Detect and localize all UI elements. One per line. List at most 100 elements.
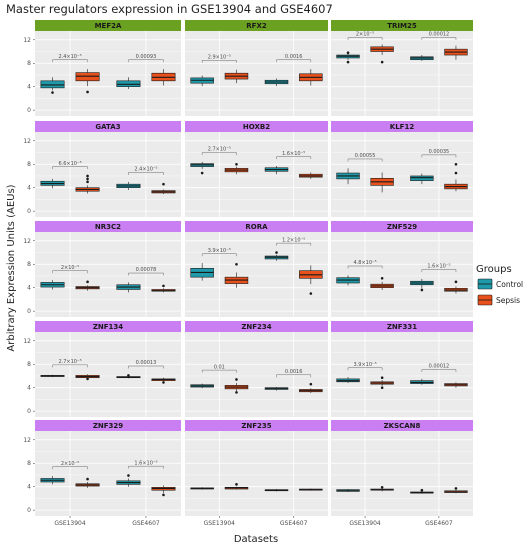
box-gse4607-control: [264, 251, 289, 261]
box-gse13904-control: [336, 51, 360, 64]
box-gse13904-control: [40, 77, 65, 94]
pvalue-label: 0.0016: [285, 54, 303, 60]
outlier-point: [346, 51, 350, 54]
y-tick-label: 8: [27, 361, 31, 368]
y-tick-label: 12: [23, 138, 31, 145]
chart-title: Master regulators expression in GSE13904…: [6, 2, 333, 16]
y-tick-label: 12: [23, 238, 31, 245]
outlier-point: [454, 162, 458, 166]
pvalue-bracket: [276, 59, 312, 63]
panel-znf529: ZNF529 4.8×10⁻⁵ 1.6×10⁻⁵: [331, 221, 473, 317]
box-gse13904-sepsis: [75, 477, 100, 488]
box-body: [40, 80, 65, 89]
panel-strip-label: RFX2: [246, 22, 267, 30]
panel-background: [331, 232, 473, 317]
box-gse13904-control: [190, 263, 214, 281]
y-tick-label: 12: [23, 338, 31, 345]
pvalue-label: 0.00013: [136, 360, 157, 366]
box-gse4607-control: [264, 166, 289, 175]
outlier-point: [454, 280, 458, 284]
pvalue-bracket: [421, 269, 457, 273]
panel-strip: [185, 420, 328, 431]
x-tick-label: GSE13904: [54, 520, 86, 527]
pvalue-bracket: [421, 369, 457, 373]
box-gse13904-control: [40, 178, 65, 189]
pvalue-label: 0.00078: [136, 267, 157, 273]
panel-hoxb2: HOXB2 2.7×10⁻⁵ 1.6×10⁻⁵: [185, 121, 328, 217]
outlier-point: [51, 91, 54, 94]
box-gse13904-sepsis: [224, 378, 249, 394]
panel-strip-label: ZKSCAN8: [384, 422, 421, 430]
outlier-point: [420, 288, 424, 292]
panel-znf235: ZNF235: [185, 420, 328, 516]
box-gse4607-sepsis: [444, 45, 468, 60]
pvalue-bracket: [201, 369, 237, 373]
panel-strip-label: KLF12: [390, 123, 415, 131]
panel-rora: RORA 3.9×10⁻⁵ 1.2×10⁻⁵: [185, 221, 328, 317]
box-gse4607-sepsis: [151, 485, 176, 497]
pvalue-bracket: [128, 465, 164, 469]
panel-background: [35, 431, 181, 516]
pvalue-label: 3.9×10⁻⁵: [354, 362, 377, 368]
panel-background: [331, 431, 473, 516]
panel-background: [331, 332, 473, 417]
box-gse13904-control: [336, 489, 360, 492]
pvalue-label: 0.01: [214, 364, 225, 370]
outlier-point: [162, 493, 165, 497]
panel-strip-label: ZNF134: [93, 323, 123, 331]
panel-background: [331, 31, 473, 116]
box-body: [410, 175, 434, 181]
box-gse13904-sepsis: [224, 162, 249, 175]
x-axis-title: Datasets: [234, 534, 278, 545]
box-gse4607-sepsis: [151, 69, 176, 86]
outlier-point: [86, 180, 89, 184]
y-axis-title: Arbitrary Expression Units (AEUs): [6, 184, 17, 351]
outlier-point: [162, 182, 165, 186]
box-gse13904-sepsis: [224, 69, 249, 84]
pvalue-label: 2.9×10⁻⁵: [208, 55, 231, 61]
pvalue-label: 2.4×10⁻⁵: [58, 54, 81, 60]
outlier-point: [86, 477, 89, 481]
box-gse13904-sepsis: [370, 44, 394, 64]
pvalue-bracket: [128, 272, 164, 276]
box-gse4607-sepsis: [299, 172, 323, 179]
panel-znf134: ZNF134 0 4 8 12 2.7×10⁻⁵ 0.00013: [23, 321, 181, 417]
panel-background: [185, 332, 328, 417]
box-gse4607-control: [264, 78, 289, 87]
outlier-point: [127, 474, 130, 477]
y-tick-label: 0: [27, 308, 31, 315]
panel-strip: [35, 420, 181, 431]
y-tick-label: 0: [27, 408, 31, 415]
box-gse4607-sepsis: [444, 280, 468, 294]
pvalue-label: 0.0016: [285, 369, 303, 375]
pvalue-label: 1.6×10⁻⁵: [282, 151, 305, 157]
y-tick-label: 4: [27, 185, 31, 192]
panel-mef2a: MEF2A 0 4 8 12 2.4×10⁻⁵ 0.00093: [23, 20, 181, 116]
box-gse4607-sepsis: [444, 487, 468, 494]
panel-strip: [331, 420, 473, 431]
outlier-point: [380, 376, 384, 380]
panel-background: [185, 431, 328, 516]
panel-strip-label: TRIM25: [387, 22, 417, 30]
pvalue-label: 1.2×10⁻⁵: [282, 237, 305, 243]
y-tick-label: 0: [27, 107, 31, 114]
pvalue-bracket: [421, 37, 457, 40]
panel-strip-label: ZNF235: [241, 422, 271, 430]
box-gse4607-control: [410, 173, 434, 185]
x-tick-label: GSE4607: [280, 520, 308, 527]
panel-strip-label: ZNF331: [387, 323, 417, 331]
box-gse13904-sepsis: [370, 485, 394, 492]
y-tick-label: 4: [27, 484, 31, 491]
outlier-point: [235, 262, 238, 266]
x-tick-label: GSE4607: [425, 520, 453, 527]
pvalue-label: 0.00093: [136, 54, 157, 60]
box-gse13904-control: [40, 374, 65, 378]
box-gse4607-sepsis: [151, 284, 176, 293]
pvalue-bracket: [347, 265, 383, 269]
outlier-point: [309, 292, 313, 295]
panel-zkscan8: ZKSCAN8: [331, 420, 473, 516]
panel-strip: [331, 121, 473, 132]
box-gse4607-sepsis: [444, 382, 468, 388]
outlier-point: [420, 488, 424, 492]
